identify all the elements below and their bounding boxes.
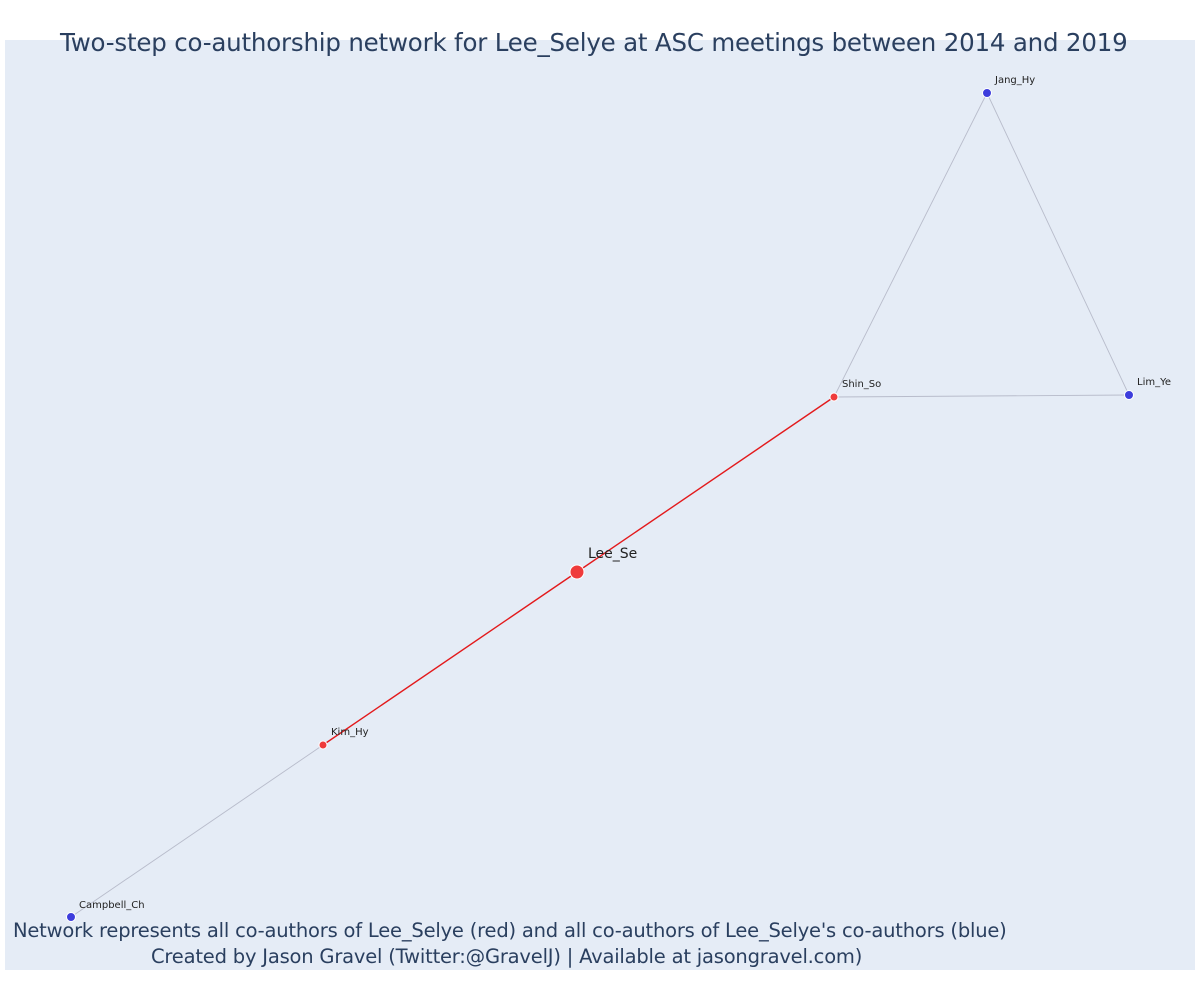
node-Jang_Hy[interactable]: [982, 88, 992, 98]
node-label-Lim_Ye: Lim_Ye: [1137, 377, 1171, 388]
edge-Kim_Hy-Campbell_Ch: [70, 744, 324, 918]
caption-line-2: Created by Jason Gravel (Twitter:@Gravel…: [151, 945, 863, 968]
node-label-Kim_Hy: Kim_Hy: [331, 727, 369, 738]
edge-Lee_Se-Shin_So: [576, 396, 835, 573]
node-Campbell_Ch[interactable]: [66, 912, 76, 922]
edge-Shin_So-Lim_Ye: [833, 394, 1130, 398]
labels-layer: Lee_Se Shin_So Kim_Hy Jang_Hy Lim_Ye Campbell…: [79, 75, 1171, 911]
node-label-Jang_Hy: Jang_Hy: [994, 75, 1035, 86]
node-label-Shin_So: Shin_So: [842, 379, 881, 390]
edge-Lee_Se-Kim_Hy: [322, 571, 578, 746]
chart-title: Two-step co-authorship network for Lee_S…: [60, 28, 1128, 57]
node-Lee_Se[interactable]: [569, 564, 585, 580]
node-Kim_Hy[interactable]: [318, 740, 328, 750]
plot-area: [5, 40, 1195, 970]
node-label-Lee_Se: Lee_Se: [588, 546, 637, 562]
node-label-Campbell_Ch: Campbell_Ch: [79, 900, 145, 911]
edge-Jang_Hy-Lim_Ye: [986, 92, 1130, 396]
caption-line-1: Network represents all co-authors of Lee…: [13, 919, 1007, 942]
node-Shin_So[interactable]: [829, 392, 839, 402]
edges-layer: [70, 92, 1130, 918]
nodes-layer: [66, 88, 1134, 922]
node-Lim_Ye[interactable]: [1124, 390, 1134, 400]
edge-Shin_So-Jang_Hy: [833, 92, 988, 398]
